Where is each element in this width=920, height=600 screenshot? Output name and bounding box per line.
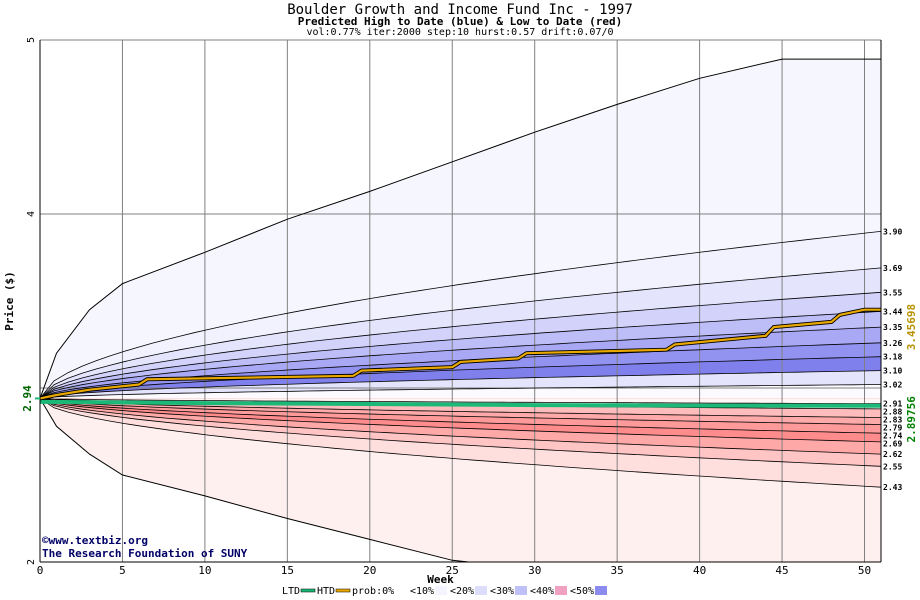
x-axis-label: Week — [427, 573, 454, 586]
band-end-label-2.43: 2.43 — [883, 483, 902, 492]
band-end-label-2.83: 2.83 — [883, 416, 902, 425]
band-boundary-2.91 — [39, 398, 882, 405]
band-end-label-2.88: 2.88 — [883, 408, 902, 417]
band-boundary-3.90 — [39, 231, 882, 399]
band-end-label-3.90: 3.90 — [883, 227, 902, 236]
series-lines — [39, 58, 882, 563]
x-tick-label-45: 45 — [775, 564, 788, 577]
legend-label-3: <10% — [410, 586, 434, 597]
ltd-line — [39, 399, 882, 408]
band-end-label-3.26: 3.26 — [883, 339, 902, 348]
x-tick-label-25: 25 — [446, 564, 459, 577]
legend-line-0 — [300, 588, 316, 593]
band-boundary-2.79 — [39, 398, 882, 425]
legend-line-1 — [335, 588, 351, 593]
credit-block: ©www.textbiz.org The Research Foundation… — [42, 534, 247, 560]
band-end-label-3.10: 3.10 — [883, 367, 902, 376]
band-end-label-3.44: 3.44 — [883, 307, 902, 316]
band-end-label-3.35: 3.35 — [883, 323, 902, 332]
x-tick-label-0: 0 — [37, 564, 44, 577]
band-end-labels: 3.90 3.69 3.55 3.44 3.35 3.26 3.18 3.10 3.02 2.91… — [883, 227, 918, 492]
x-tick-label-10: 10 — [198, 564, 211, 577]
credit-organization: The Research Foundation of SUNY — [42, 547, 248, 560]
band-end-label-2.79: 2.79 — [883, 424, 902, 433]
probability-bands — [40, 40, 881, 562]
simulation-parameters: vol:0.77% iter:2000 step:10 hurst:0.57 d… — [306, 27, 614, 38]
chart-subtitle: Predicted High to Date (blue) & Low to D… — [297, 15, 623, 28]
right-value-label-0: 3.45698 — [905, 304, 918, 350]
low-envelope-line — [39, 398, 469, 563]
right-value-label-1: 2.89756 — [905, 396, 918, 443]
legend-label-7: <50% — [570, 586, 594, 597]
band-boundary-3.10 — [39, 370, 882, 399]
htd-line — [39, 308, 881, 400]
y-tick-label-2: 2 — [26, 559, 37, 565]
band-boundary-3.02 — [39, 384, 882, 399]
y-tick-label-5: 5 — [26, 37, 37, 43]
credit-website: ©www.textbiz.org — [42, 534, 148, 547]
band-boundary-3.35 — [39, 326, 882, 399]
band-boundary-3.18 — [39, 356, 882, 399]
band-end-label-3.55: 3.55 — [883, 288, 902, 297]
band-boundary-3.69 — [39, 267, 882, 399]
start-price-label: 2.94 — [21, 385, 34, 412]
band-end-label-2.55: 2.55 — [883, 462, 902, 471]
legend-swatch-6 — [555, 586, 567, 595]
x-tick-label-30: 30 — [528, 564, 541, 577]
high-envelope-line — [39, 58, 881, 399]
legend: LTD HTD prob:0% <10% <20% <30% <40% <50% — [282, 586, 607, 597]
y-axis-label: Price ($) — [3, 271, 16, 331]
legend-swatch-3 — [435, 586, 447, 595]
x-tick-label-20: 20 — [363, 564, 376, 577]
band-boundary-3.44 — [39, 311, 882, 399]
band-boundary-3.55 — [39, 291, 882, 399]
band-end-label-3.02: 3.02 — [883, 381, 902, 390]
legend-label-1: HTD — [317, 586, 335, 597]
band-end-label-2.69: 2.69 — [883, 440, 902, 449]
band-boundary-2.62 — [39, 398, 882, 455]
x-tick-label-40: 40 — [693, 564, 706, 577]
band-end-label-2.62: 2.62 — [883, 450, 902, 459]
legend-swatch-2 — [395, 586, 407, 595]
legend-label-2: prob:0% — [352, 586, 394, 597]
y-tick-label-4: 4 — [26, 211, 37, 217]
band-boundary-2.69 — [39, 398, 882, 443]
chart-title: Boulder Growth and Income Fund Inc - 199… — [287, 2, 633, 18]
band-boundary-2.43 — [39, 398, 882, 488]
band-end-label-2.74: 2.74 — [883, 432, 902, 441]
band-end-label-2.91: 2.91 — [883, 400, 902, 409]
legend-swatch-4 — [475, 586, 487, 595]
band-boundary-2.55 — [39, 398, 882, 467]
x-tick-label-50: 50 — [858, 564, 871, 577]
legend-label-5: <30% — [490, 586, 514, 597]
x-tick-label-35: 35 — [611, 564, 624, 577]
x-tick-label-5: 5 — [119, 564, 126, 577]
band-boundary-2.74 — [39, 398, 882, 434]
band-boundary-2.83 — [39, 398, 882, 418]
band-end-label-3.18: 3.18 — [883, 353, 902, 362]
legend-label-0: LTD — [282, 586, 300, 597]
legend-label-4: <20% — [450, 586, 474, 597]
legend-label-6: <40% — [530, 586, 554, 597]
legend-swatch-7 — [595, 586, 607, 595]
legend-swatch-5 — [515, 586, 527, 595]
x-tick-label-15: 15 — [281, 564, 294, 577]
band-end-label-3.69: 3.69 — [883, 264, 902, 273]
